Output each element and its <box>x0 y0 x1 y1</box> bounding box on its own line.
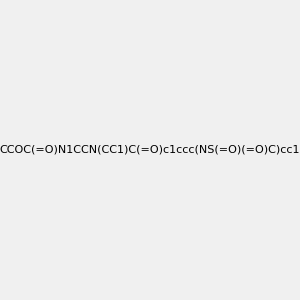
Text: CCOC(=O)N1CCN(CC1)C(=O)c1ccc(NS(=O)(=O)C)cc1: CCOC(=O)N1CCN(CC1)C(=O)c1ccc(NS(=O)(=O)C… <box>0 145 300 155</box>
